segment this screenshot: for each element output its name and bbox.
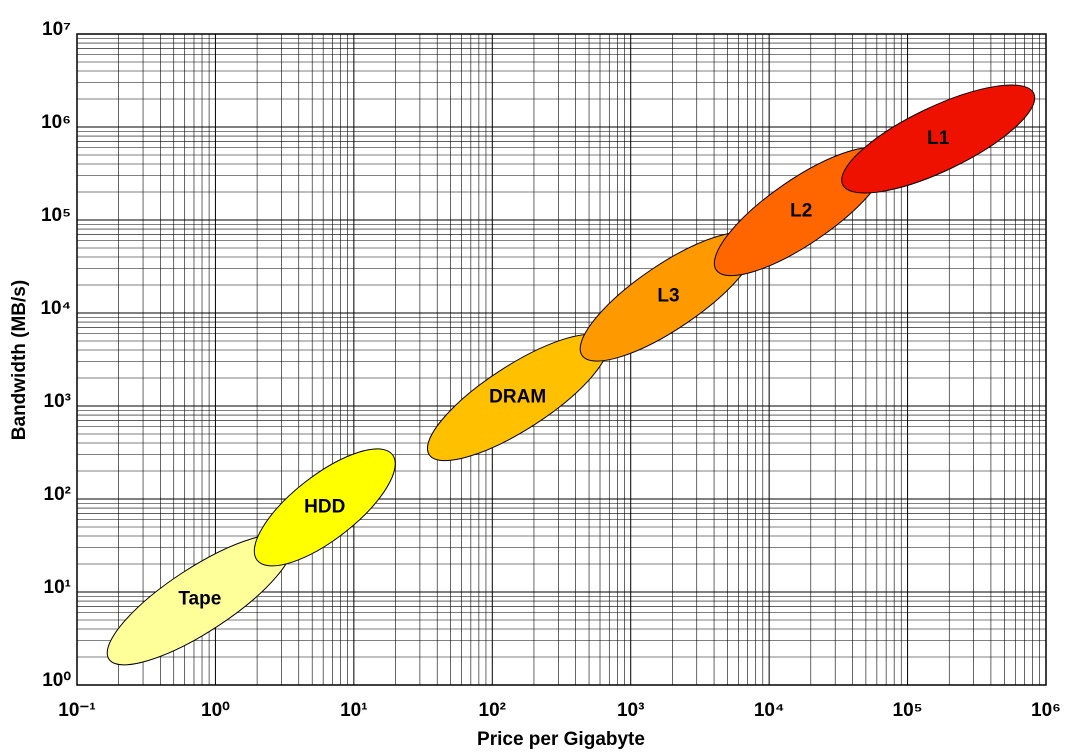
region-label: L3 bbox=[657, 286, 679, 307]
y-tick-label: 10⁴ bbox=[40, 298, 71, 319]
page: Price per Gigabyte Bandwidth (MB/s) 10⁻¹… bbox=[0, 0, 1066, 752]
x-tick-label: 10² bbox=[479, 700, 506, 721]
y-tick-label: 10⁰ bbox=[42, 670, 71, 691]
region-label: L2 bbox=[790, 201, 812, 222]
y-tick-label: 10² bbox=[44, 484, 71, 505]
y-tick-label: 10⁵ bbox=[41, 205, 71, 226]
x-tick-label: 10⁴ bbox=[754, 700, 785, 721]
region-label: HDD bbox=[304, 496, 345, 517]
region-label: Tape bbox=[178, 589, 221, 610]
x-tick-label: 10⁶ bbox=[1031, 700, 1061, 721]
chart: Price per Gigabyte Bandwidth (MB/s) 10⁻¹… bbox=[0, 0, 1066, 752]
region-label: L1 bbox=[927, 128, 950, 149]
x-tick-label: 10⁻¹ bbox=[58, 700, 96, 721]
x-tick-label: 10⁰ bbox=[201, 700, 230, 721]
y-tick-label: 10⁶ bbox=[41, 112, 71, 133]
x-tick-label: 10¹ bbox=[340, 700, 367, 721]
y-tick-label: 10⁷ bbox=[42, 19, 71, 40]
x-tick-label: 10³ bbox=[617, 700, 644, 721]
y-tick-label: 10¹ bbox=[44, 577, 71, 598]
y-axis-label: Bandwidth (MB/s) bbox=[9, 280, 30, 440]
region-label: DRAM bbox=[489, 386, 546, 407]
y-tick-label: 10³ bbox=[44, 391, 71, 412]
x-axis-label: Price per Gigabyte bbox=[477, 729, 645, 750]
x-tick-label: 10⁵ bbox=[893, 700, 923, 721]
